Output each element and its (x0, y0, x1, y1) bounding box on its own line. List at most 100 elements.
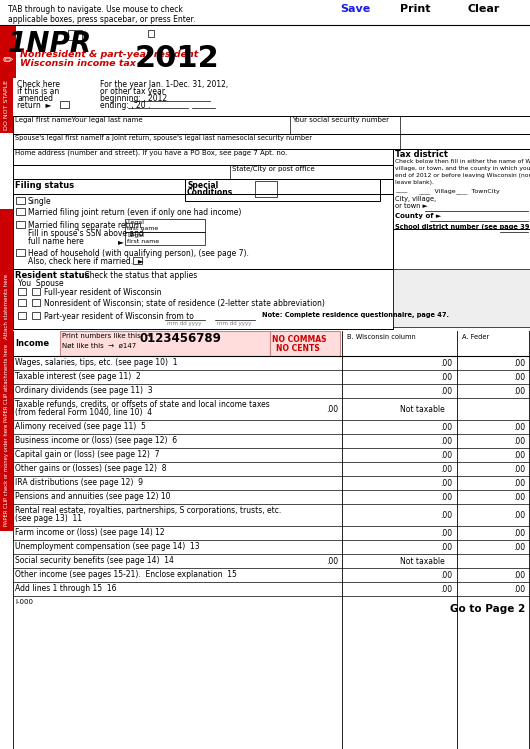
Text: .00: .00 (513, 542, 525, 551)
Text: Legal: Legal (127, 220, 144, 225)
Bar (483, 279, 484, 319)
Text: Other income (see pages 15-21).  Enclose explanation  15: Other income (see pages 15-21). Enclose … (15, 570, 237, 579)
Bar (18, 312, 26, 319)
Text: .00: .00 (513, 437, 525, 446)
Text: DO NOT STAPLE: DO NOT STAPLE (4, 80, 9, 130)
Text: ending: , 20 .: ending: , 20 . (100, 101, 151, 110)
Bar (13, 134, 530, 149)
Text: Nonresident of Wisconsin; state of residence (2-letter state abbreviation): Nonresident of Wisconsin; state of resid… (44, 299, 325, 308)
Text: Filing status: Filing status (15, 181, 74, 190)
Text: Check below then fill in either the name of Wisconsin city,: Check below then fill in either the name… (395, 159, 530, 164)
Bar (68, 30, 82, 40)
Text: or town ►: or town ► (395, 203, 428, 209)
Text: Unemployment compensation (see page 14)  13: Unemployment compensation (see page 14) … (15, 542, 200, 551)
Text: .00: .00 (440, 511, 452, 520)
Text: amended: amended (17, 94, 53, 103)
Text: last name: last name (127, 226, 158, 231)
Text: Married filing joint return (even if only one had income): Married filing joint return (even if onl… (28, 208, 241, 217)
Bar (0, 209, 13, 344)
Bar (16, 197, 25, 204)
Bar (491, 279, 493, 319)
Bar (459, 279, 460, 319)
Text: Nonresident & part-year resident: Nonresident & part-year resident (20, 50, 198, 59)
Text: Conditions: Conditions (187, 188, 233, 197)
Bar (270, 331, 340, 356)
Text: 2012: 2012 (135, 44, 220, 73)
Bar (32, 288, 40, 295)
Text: (see page 13)  11: (see page 13) 11 (15, 514, 82, 523)
Text: NO COMMAS: NO COMMAS (272, 335, 326, 344)
Bar (411, 279, 412, 319)
Bar (18, 288, 26, 295)
Text: NO CENTS: NO CENTS (276, 344, 320, 353)
Text: PAPER CLIP check or money order here PAPER CLIP attachments here: PAPER CLIP check or money order here PAP… (4, 344, 9, 526)
Bar (403, 279, 404, 319)
Bar (255, 181, 277, 197)
Text: You  Spouse: You Spouse (18, 279, 64, 288)
Bar (185, 179, 380, 201)
Text: .00: .00 (440, 437, 452, 446)
Text: .00: .00 (440, 386, 452, 395)
Bar (0, 331, 13, 531)
Text: Legal: Legal (127, 233, 144, 238)
Text: .00: .00 (440, 542, 452, 551)
Text: .00: .00 (440, 571, 452, 580)
Text: .00: .00 (513, 571, 525, 580)
Text: Check the status that applies: Check the status that applies (82, 271, 197, 280)
Bar (125, 232, 205, 245)
Text: Special: Special (187, 181, 218, 190)
Text: Head of household (with qualifying person), (see page 7).: Head of household (with qualifying perso… (28, 249, 249, 258)
Text: .00: .00 (513, 359, 525, 368)
Bar (419, 279, 421, 319)
Text: mm dd yyyy: mm dd yyyy (167, 321, 201, 326)
Text: leave blank).: leave blank). (395, 180, 434, 185)
Bar (427, 279, 428, 319)
Text: Rental real estate, royalties, partnerships, S corporations, trusts, etc.: Rental real estate, royalties, partnersh… (15, 506, 281, 515)
Text: .00: .00 (440, 359, 452, 368)
Text: .00: .00 (440, 529, 452, 538)
Bar (499, 279, 500, 319)
Text: Wages, salaries, tips, etc. (see page 10)  1: Wages, salaries, tips, etc. (see page 10… (15, 358, 178, 367)
Text: .00: .00 (513, 386, 525, 395)
Text: Full-year resident of Wisconsin: Full-year resident of Wisconsin (44, 288, 162, 297)
Text: County of ►: County of ► (395, 213, 441, 219)
Text: B. Wisconsin column: B. Wisconsin column (347, 334, 416, 340)
Bar (13, 149, 393, 165)
Bar (16, 208, 25, 215)
Text: 0123456789: 0123456789 (140, 332, 222, 345)
Bar (393, 149, 530, 229)
Text: Single: Single (28, 197, 51, 206)
Text: Also, check here if married.  ►: Also, check here if married. ► (28, 257, 144, 266)
Text: Your social security number: Your social security number (292, 117, 389, 123)
Text: Business income or (loss) (see page 12)  6: Business income or (loss) (see page 12) … (15, 436, 177, 445)
Text: Go to Page 2: Go to Page 2 (450, 604, 525, 614)
Text: A. Feder: A. Feder (462, 334, 489, 340)
Bar (467, 279, 469, 319)
Text: .00: .00 (513, 450, 525, 459)
Text: .00: .00 (440, 493, 452, 502)
Text: Taxable refunds, credits, or offsets of state and local income taxes: Taxable refunds, credits, or offsets of … (15, 400, 270, 409)
Text: .00: .00 (513, 584, 525, 593)
Text: Print numbers like this  →: Print numbers like this → (62, 333, 151, 339)
Text: .00: .00 (513, 511, 525, 520)
Text: .00: .00 (440, 450, 452, 459)
Text: .00: .00 (513, 493, 525, 502)
Text: Note: Complete residence questionnaire, page 47.: Note: Complete residence questionnaire, … (262, 312, 449, 318)
Bar (507, 279, 508, 319)
Text: Attach statements here: Attach statements here (4, 274, 9, 339)
Text: (from federal Form 1040, line 10)  4: (from federal Form 1040, line 10) 4 (15, 408, 152, 417)
Text: beginning: , 2012: beginning: , 2012 (100, 94, 167, 103)
Text: For the year Jan. 1-Dec. 31, 2012,: For the year Jan. 1-Dec. 31, 2012, (100, 80, 228, 89)
Text: School district number (see page 39): School district number (see page 39) (395, 224, 530, 230)
Text: Alimony received (see page 11)  5: Alimony received (see page 11) 5 (15, 422, 146, 431)
Text: Home address (number and street). If you have a PO Box, see page 7 Apt. no.: Home address (number and street). If you… (15, 150, 287, 157)
Text: .00: .00 (513, 479, 525, 488)
Bar (32, 312, 40, 319)
Bar (13, 165, 393, 179)
Text: .00: .00 (440, 584, 452, 593)
Bar (13, 194, 393, 269)
Text: Check here: Check here (17, 80, 60, 89)
Text: Resident status: Resident status (15, 271, 90, 280)
Bar (13, 269, 393, 329)
Text: Wisconsin income tax: Wisconsin income tax (20, 59, 136, 68)
